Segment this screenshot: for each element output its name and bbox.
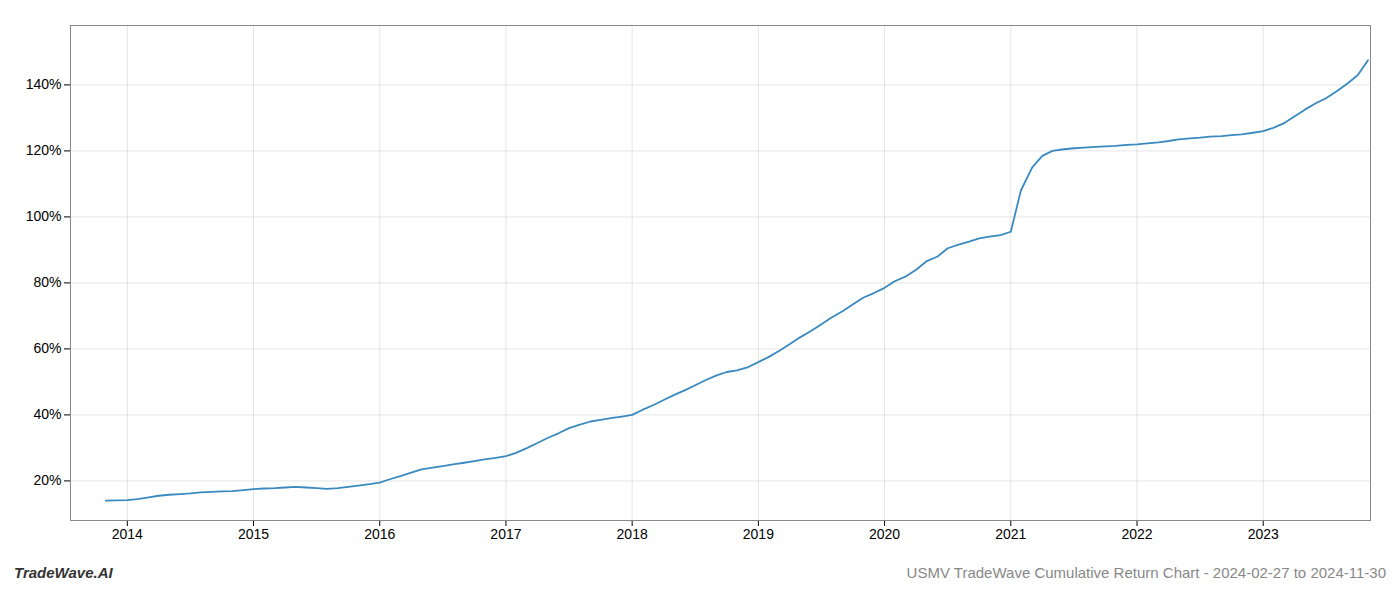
- svg-text:2019: 2019: [743, 526, 774, 542]
- svg-text:2017: 2017: [490, 526, 521, 542]
- svg-text:100%: 100%: [26, 208, 62, 224]
- svg-text:2022: 2022: [1121, 526, 1152, 542]
- svg-text:2021: 2021: [995, 526, 1026, 542]
- html-text:TradeWave.AI: TradeWave.AI: [14, 564, 113, 581]
- svg-text:40%: 40%: [33, 406, 61, 422]
- svg-text:2023: 2023: [1248, 526, 1279, 542]
- svg-text:2015: 2015: [238, 526, 269, 542]
- svg-text:2016: 2016: [364, 526, 395, 542]
- html-text:USMV TradeWave Cumulative Retu: USMV TradeWave Cumulative Return Chart -…: [906, 564, 1386, 581]
- svg-text:60%: 60%: [33, 340, 61, 356]
- svg-text:2014: 2014: [112, 526, 143, 542]
- svg-text:2018: 2018: [617, 526, 648, 542]
- svg-text:120%: 120%: [26, 142, 62, 158]
- svg-text:80%: 80%: [33, 274, 61, 290]
- svg-text:140%: 140%: [26, 76, 62, 92]
- svg-text:20%: 20%: [33, 472, 61, 488]
- svg-text:2020: 2020: [869, 526, 900, 542]
